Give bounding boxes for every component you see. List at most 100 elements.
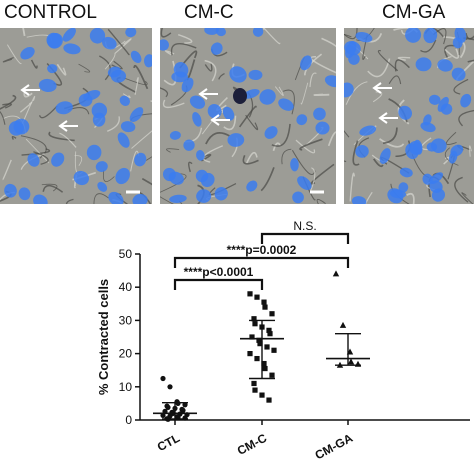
- cell-outline: [420, 39, 437, 53]
- nucleus: [55, 101, 73, 115]
- nucleus: [296, 114, 308, 126]
- cell-outline: [458, 109, 474, 127]
- nucleus: [181, 77, 194, 93]
- nucleus: [8, 120, 24, 136]
- cell-outline: [373, 158, 384, 168]
- data-point: [249, 334, 255, 340]
- cell-outline: [454, 176, 469, 203]
- cell-outline: [465, 32, 474, 40]
- nucleus: [169, 130, 181, 140]
- cell-outline: [163, 60, 177, 86]
- data-point: [332, 270, 340, 277]
- cell-outline: [372, 91, 383, 103]
- panel-title-cm-ga: CM-GA: [382, 2, 446, 23]
- cell-outline: [444, 44, 456, 58]
- micrograph-control: [0, 28, 152, 204]
- nucleus: [351, 196, 367, 204]
- nucleus: [437, 96, 449, 112]
- nucleus: [429, 172, 444, 184]
- data-point: [269, 372, 275, 378]
- nucleus: [195, 169, 209, 183]
- data-point: [254, 355, 260, 362]
- dark-cell: [233, 88, 247, 104]
- cell-outline: [445, 131, 457, 145]
- cell-outline: [300, 82, 309, 105]
- cell-outline: [25, 138, 50, 164]
- cell-outline: [59, 132, 77, 148]
- cell-outline: [93, 193, 109, 204]
- panel-title-control: CONTROL: [4, 2, 97, 23]
- significance-label: N.S.: [293, 219, 316, 233]
- nucleus: [119, 95, 130, 106]
- cell-outline: [444, 147, 459, 166]
- x-tick-label: CM-GA: [313, 431, 356, 463]
- cell-outline: [310, 167, 316, 191]
- cell-outline: [461, 192, 474, 204]
- data-point: [261, 299, 267, 305]
- nucleus: [215, 28, 226, 37]
- data-point: [259, 392, 265, 398]
- cell-outline: [162, 99, 185, 108]
- cell-outline: [242, 154, 259, 165]
- data-point: [262, 304, 268, 310]
- data-point: [251, 316, 257, 322]
- cell-outline: [170, 43, 197, 56]
- y-tick-label: 0: [125, 413, 132, 427]
- nucleus: [297, 176, 312, 191]
- nucleus: [324, 75, 336, 88]
- y-tick-label: 20: [119, 347, 133, 361]
- data-point: [269, 311, 275, 317]
- cell-outline: [134, 77, 139, 95]
- nucleus: [18, 187, 31, 201]
- cell-outline: [469, 145, 472, 157]
- data-point: [264, 344, 270, 350]
- cell-outline: [272, 142, 282, 152]
- nucleus: [168, 171, 184, 185]
- cell-outline: [99, 55, 111, 81]
- nucleus: [454, 28, 467, 43]
- nucleus: [423, 114, 432, 126]
- data-point: [347, 358, 355, 365]
- data-point: [247, 291, 253, 297]
- cell-outline: [453, 78, 469, 95]
- nucleus: [171, 71, 188, 83]
- data-point: [339, 321, 347, 328]
- data-point: [251, 380, 257, 387]
- cell-outline: [38, 105, 58, 119]
- cell-outline: [131, 130, 152, 149]
- cell-outline: [21, 148, 51, 156]
- cell-outline: [345, 81, 368, 105]
- cell-outline: [177, 34, 193, 44]
- nucleus: [92, 112, 106, 127]
- cell-outline: [245, 114, 259, 131]
- cell-outline: [111, 60, 123, 70]
- cell-outline: [22, 28, 26, 37]
- nucleus: [117, 132, 130, 148]
- micrograph-cm-c: [160, 28, 336, 204]
- nucleus: [47, 64, 58, 74]
- arrow-head-icon: [372, 82, 382, 94]
- y-tick-label: 50: [119, 247, 133, 261]
- cell-outline: [102, 170, 115, 182]
- data-point: [267, 331, 273, 337]
- nucleus: [189, 95, 206, 109]
- nucleus: [62, 28, 76, 42]
- arrow-head-icon: [58, 120, 68, 132]
- cell-outline: [188, 161, 193, 173]
- nucleus: [405, 28, 422, 43]
- nucleus: [428, 94, 441, 105]
- nucleus: [415, 57, 432, 72]
- nucleus: [130, 50, 142, 64]
- y-tick-label: 40: [119, 280, 133, 294]
- cell-outline: [104, 53, 116, 70]
- nucleus: [4, 183, 17, 198]
- nucleus: [437, 59, 453, 72]
- nucleus: [134, 152, 147, 167]
- cell-outline: [349, 172, 356, 202]
- cell-outline: [397, 56, 411, 61]
- nucleus: [246, 180, 258, 192]
- nucleus: [86, 144, 102, 161]
- arrow-head-icon: [210, 114, 220, 126]
- nucleus: [63, 43, 81, 55]
